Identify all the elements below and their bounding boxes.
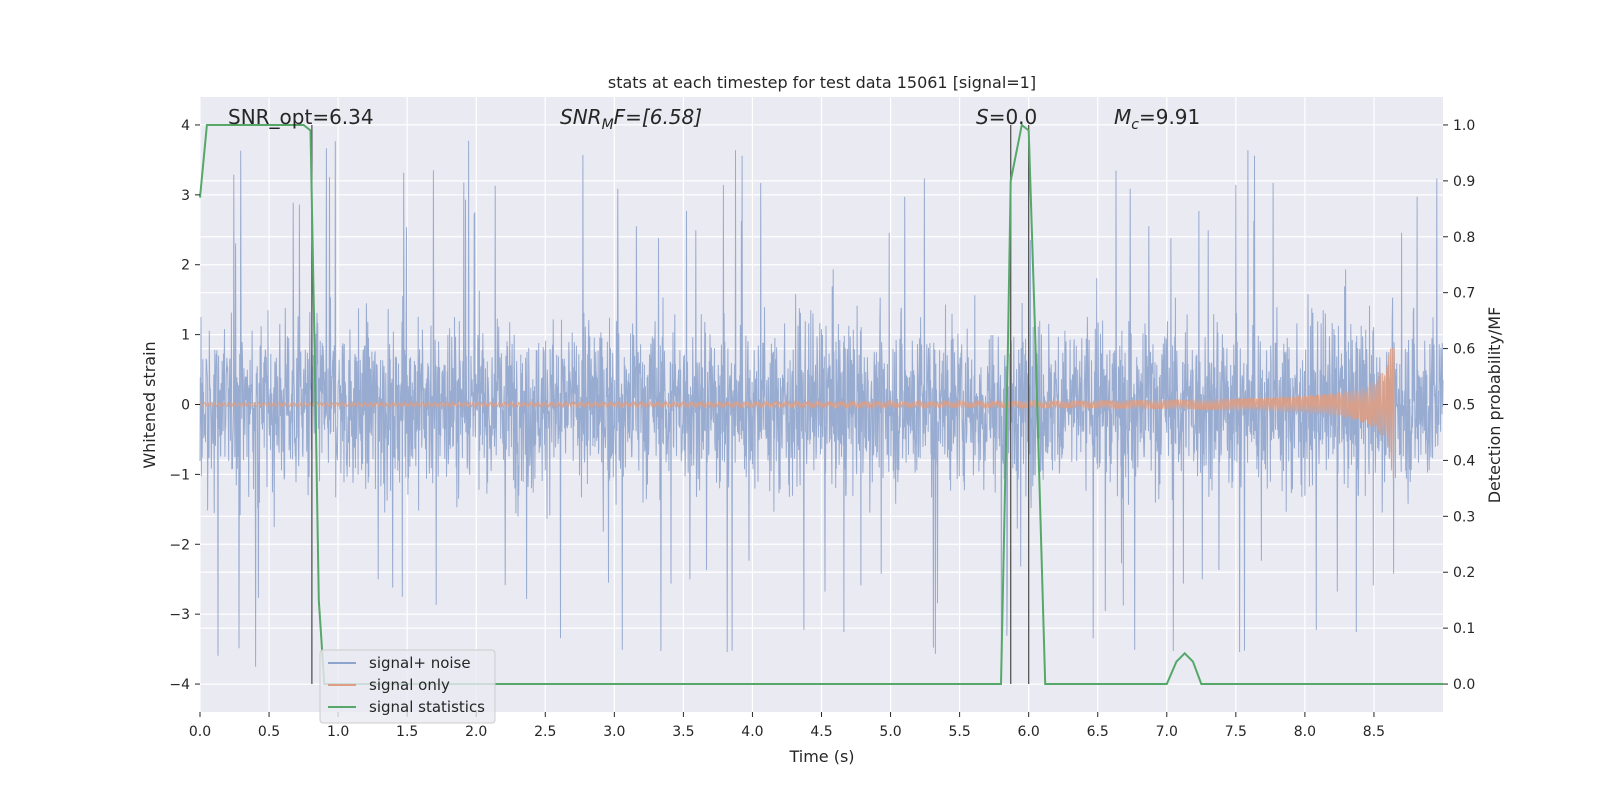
x-tick-label: 2.0 (465, 724, 487, 740)
y-left-tick-label: −3 (169, 607, 190, 623)
y-right-axis-ticks: 0.0 0.1 0.2 0.3 0.4 0.5 0.6 0.7 0.8 0.9 1.0 (1443, 118, 1475, 693)
x-tick-label: 3.5 (672, 724, 694, 740)
y-right-tick-label: 0.3 (1453, 509, 1475, 525)
mc-sub: c (1131, 117, 1139, 133)
y-right-tick-label: 0.4 (1453, 453, 1475, 469)
y-right-tick-label: 0.1 (1453, 621, 1475, 637)
legend: signal+ noise signal only signal statist… (319, 649, 496, 724)
noise-trace (199, 140, 1444, 667)
series-signal-noise (199, 140, 1444, 667)
y-right-tick-label: 0.9 (1453, 174, 1475, 190)
y-left-tick-label: 2 (181, 258, 190, 274)
y-left-tick-label: −1 (169, 467, 190, 483)
legend-label-signal-noise: signal+ noise (369, 654, 471, 672)
y-right-axis-label: Detection probability/MF (1485, 307, 1504, 504)
signal-statistics-line (199, 123, 1443, 685)
y-left-tick-label: −2 (169, 537, 190, 553)
y-right-tick-label: 0.8 (1453, 230, 1475, 246)
legend-label-signal-only: signal only (369, 676, 450, 694)
s-label: S (976, 105, 989, 129)
y-right-tick-label: 0.6 (1453, 342, 1475, 358)
chart-title: stats at each timestep for test data 150… (608, 73, 1036, 92)
y-left-tick-label: 1 (181, 328, 190, 344)
x-tick-label: 6.0 (1018, 724, 1040, 740)
x-tick-label: 7.0 (1156, 724, 1178, 740)
x-tick-label: 7.5 (1225, 724, 1247, 740)
y-right-tick-label: 1.0 (1453, 118, 1475, 134)
y-left-axis-ticks: −4 −3 −2 −1 0 1 2 3 4 (169, 118, 200, 693)
x-axis-label: Time (s) (788, 747, 854, 766)
x-tick-label: 5.0 (879, 724, 901, 740)
x-tick-label: 5.5 (948, 724, 970, 740)
x-tick-label: 4.5 (810, 724, 832, 740)
x-tick-label: 0.5 (258, 724, 280, 740)
x-tick-label: 4.0 (741, 724, 763, 740)
snr-mf-prefix: SNR (560, 105, 602, 129)
x-tick-label: 1.0 (327, 724, 349, 740)
legend-box (319, 649, 496, 724)
series-signal-statistics (199, 123, 1443, 685)
x-tick-label: 2.5 (534, 724, 556, 740)
y-right-tick-label: 0.2 (1453, 565, 1475, 581)
annotation-mc: Mc=9.91 (1114, 105, 1200, 133)
y-right-tick-label: 0.0 (1453, 677, 1475, 693)
x-axis-ticks: 0.0 0.5 1.0 1.5 2.0 2.5 3.0 3.5 4.0 4.5 5.0 5.5 6.0 6… (189, 712, 1385, 740)
x-tick-label: 6.5 (1087, 724, 1109, 740)
x-tick-label: 0.0 (189, 724, 211, 740)
mc-label: M (1114, 105, 1131, 129)
x-tick-label: 8.0 (1294, 724, 1316, 740)
y-left-axis-label: Whitened strain (140, 341, 159, 468)
snr-mf-suffix: F=[6.58] (614, 105, 702, 129)
y-left-tick-label: 3 (181, 188, 190, 204)
y-left-tick-label: −4 (169, 677, 190, 693)
snr-mf-sub: M (602, 117, 614, 133)
series-signal-only (199, 348, 1395, 478)
y-left-tick-label: 0 (181, 398, 190, 414)
legend-label-signal-statistics: signal statistics (369, 698, 485, 716)
x-tick-label: 1.5 (396, 724, 418, 740)
y-right-tick-label: 0.5 (1453, 398, 1475, 414)
y-left-tick-label: 4 (181, 118, 190, 134)
chirp-trace (199, 348, 1395, 478)
y-right-tick-label: 0.7 (1453, 286, 1475, 302)
x-tick-label: 8.5 (1363, 724, 1385, 740)
annotation-snr-mf: SNRMF=[6.58] (560, 105, 702, 133)
mc-value: =9.91 (1139, 105, 1200, 129)
x-tick-label: 3.0 (603, 724, 625, 740)
s-value: =0.0 (989, 105, 1038, 129)
annotation-s: S=0.0 (976, 105, 1037, 129)
annotation-snr-opt: SNR_opt=6.34 (228, 105, 374, 129)
